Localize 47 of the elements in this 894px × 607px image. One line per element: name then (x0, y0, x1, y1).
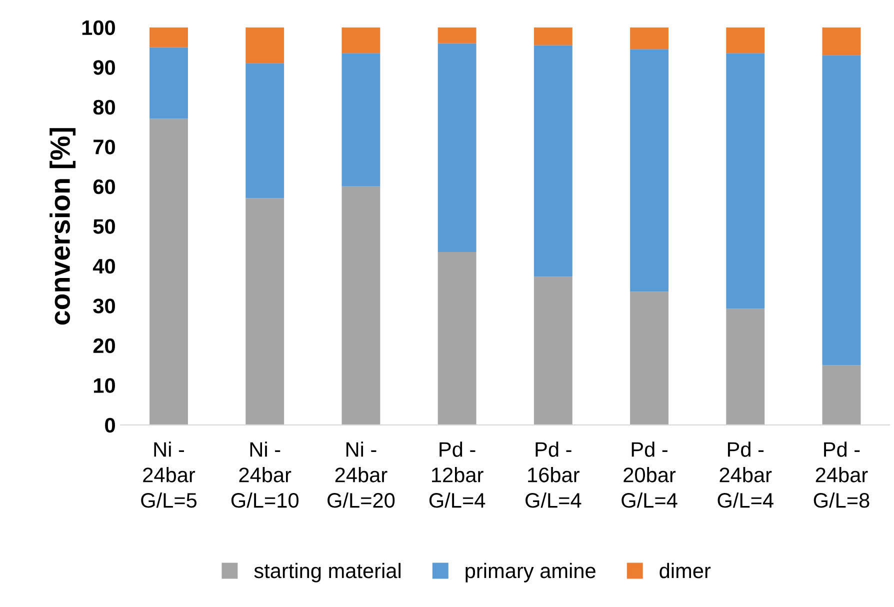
bar (438, 43, 476, 252)
bar (438, 252, 476, 425)
bar (534, 45, 572, 277)
y-tick-label: 30 (93, 298, 115, 314)
bar (438, 27, 476, 44)
y-tick-label: 60 (93, 179, 115, 194)
legend-label: starting material (254, 562, 400, 582)
y-tick-label: 70 (94, 140, 115, 154)
x-tick-label: Pd - 12bar G/L=4 (429, 442, 486, 508)
x-tick-label: Pd - 24bar G/L=4 (718, 442, 774, 508)
x-tick-label: Pd - 16bar G/L=4 (526, 442, 582, 508)
bar (150, 47, 188, 119)
bar (150, 27, 188, 48)
bar (246, 63, 284, 198)
x-tick-label: Ni - 24bar G/L=20 (328, 442, 395, 508)
y-axis-title: conversion [%] (50, 128, 76, 325)
bar (630, 49, 668, 292)
legend-label: primary amine (466, 562, 596, 582)
bar (726, 53, 765, 309)
bar (342, 186, 380, 425)
x-tick-label: Ni - 24bar G/L=10 (231, 442, 298, 508)
y-tick-label: 40 (92, 258, 115, 274)
y-tick-label: 90 (93, 60, 115, 75)
bar (342, 27, 380, 54)
bar (822, 55, 861, 366)
y-tick-label: 100 (82, 20, 115, 36)
bar (726, 27, 765, 54)
bar (630, 27, 668, 50)
bar (726, 308, 765, 425)
bar (246, 27, 284, 64)
bar (822, 365, 861, 425)
bar (342, 53, 380, 186)
y-tick-label: 10 (94, 378, 115, 393)
legend-label: dimer (660, 562, 711, 578)
bar (822, 27, 861, 56)
bar (246, 198, 284, 425)
x-tick-label: Ni - 24bar G/L=5 (141, 442, 197, 508)
y-tick-label: 0 (105, 418, 115, 433)
x-tick-label: Pd - 20bar G/L=4 (622, 442, 678, 508)
bar (534, 27, 572, 46)
bar (534, 276, 572, 425)
bar (150, 118, 188, 425)
x-tick-label: Pd - 24bar G/L=8 (814, 442, 870, 508)
y-tick-label: 20 (93, 338, 115, 354)
bar (630, 292, 668, 425)
y-tick-label: 80 (93, 100, 115, 115)
y-tick-label: 50 (93, 219, 115, 234)
